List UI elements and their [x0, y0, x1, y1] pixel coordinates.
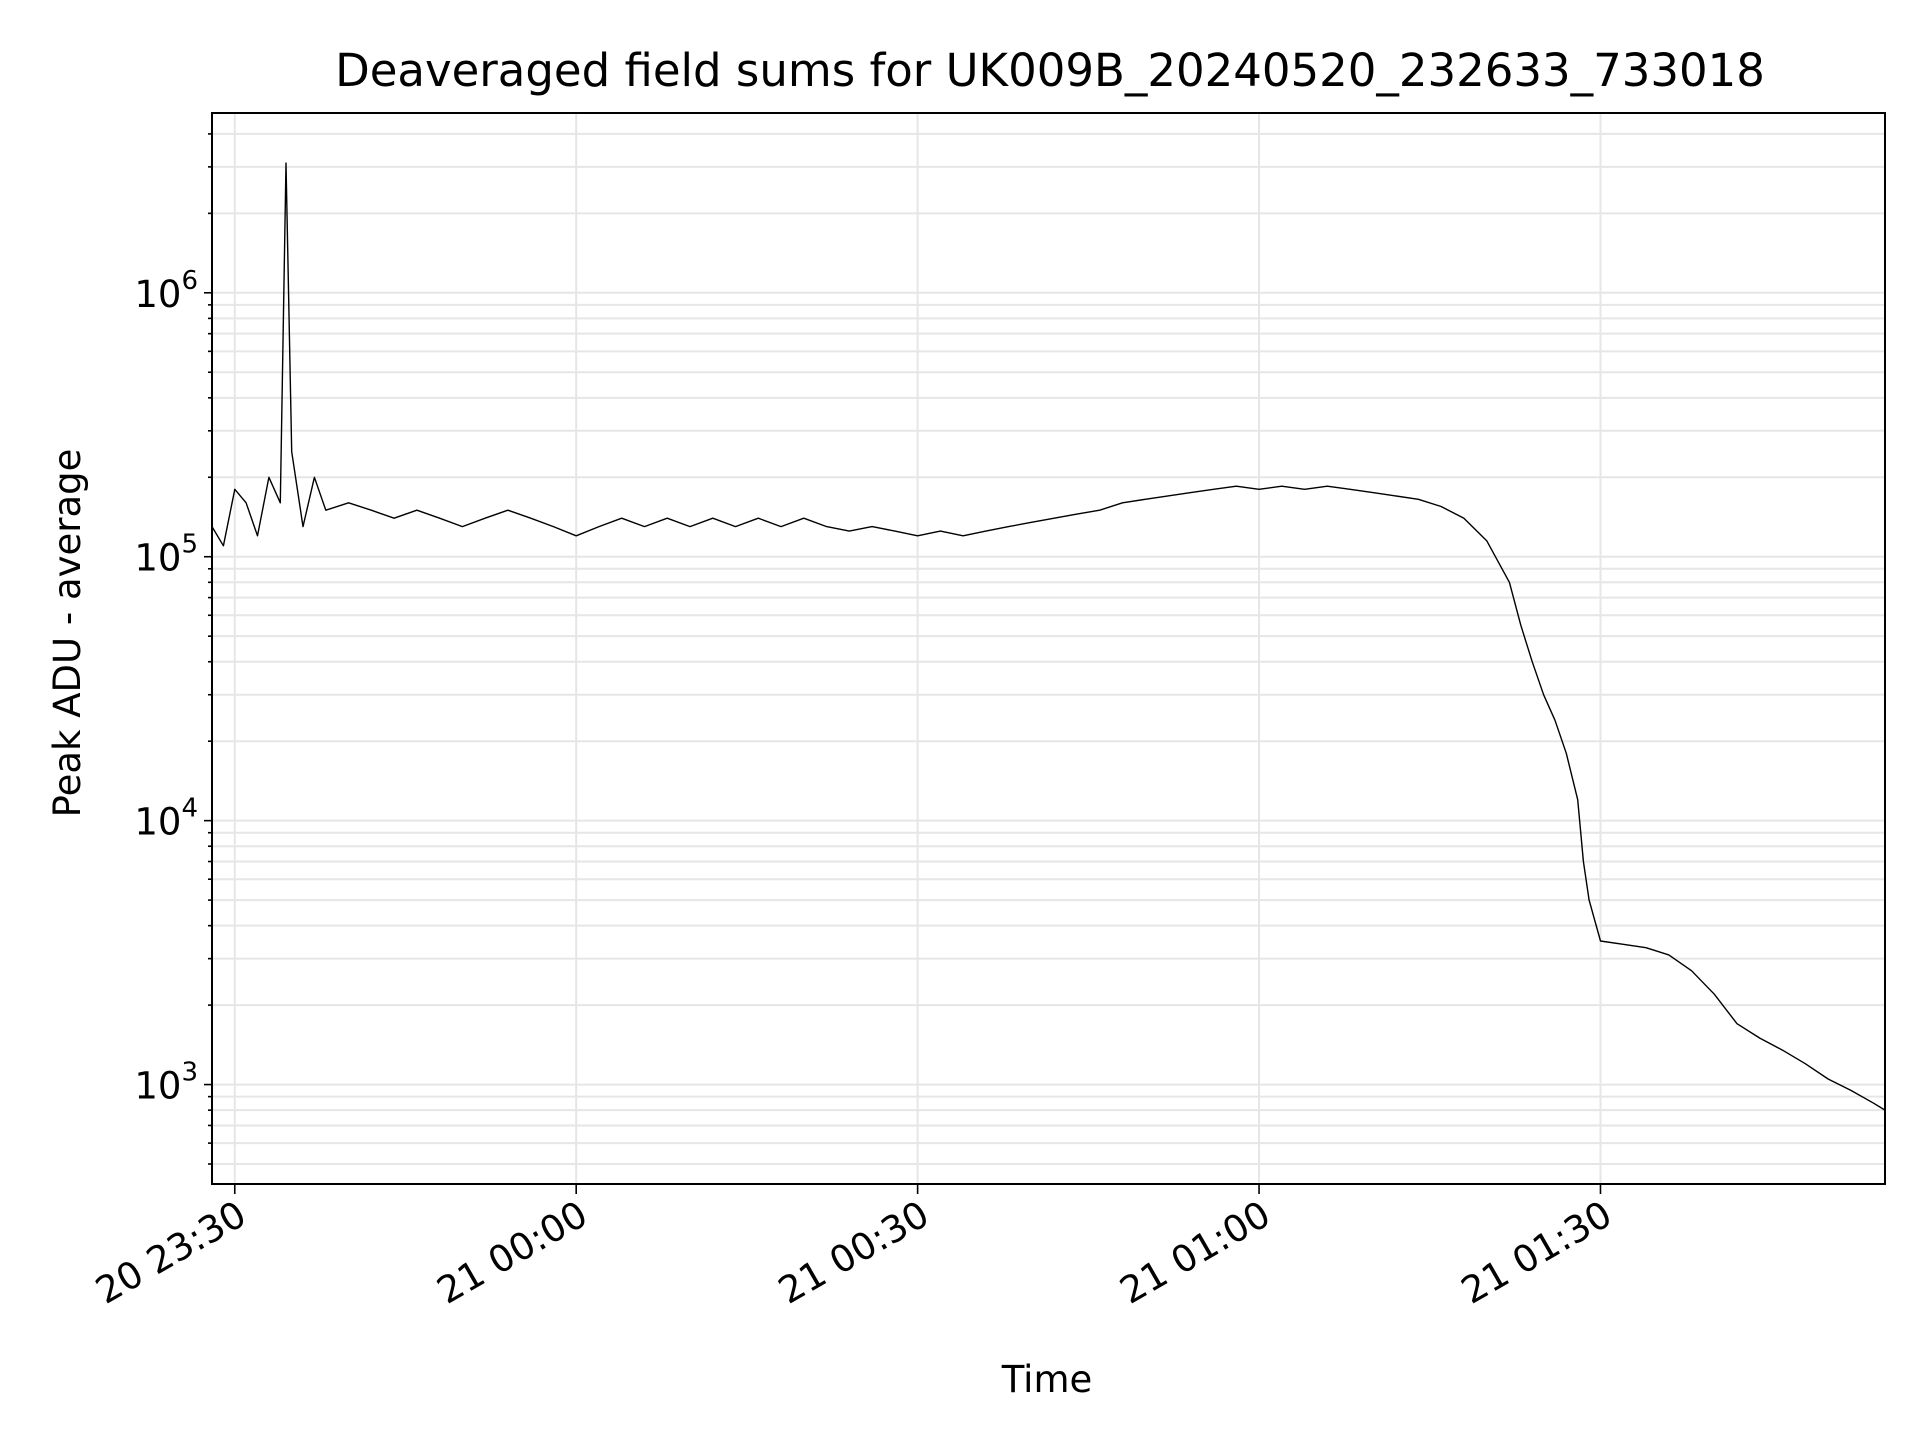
y-tick-label-exponent: 3 — [181, 1058, 198, 1088]
y-axis-label: Peak ADU - average — [46, 449, 89, 818]
y-tick-label-exponent: 5 — [181, 530, 198, 560]
series-line — [211, 162, 1886, 1111]
y-tick-label-exponent: 4 — [181, 794, 198, 824]
x-axis-label: Time — [1001, 1358, 1093, 1401]
y-tick-label-base: 10 — [134, 801, 181, 844]
y-tick-label-base: 10 — [134, 537, 181, 580]
y-tick-label: 104 — [134, 794, 198, 844]
axes-frame — [211, 112, 1886, 1185]
y-tick-label: 105 — [134, 530, 198, 580]
chart-title: Deaveraged field sums for UK009B_2024052… — [335, 44, 1765, 97]
plot-area — [211, 162, 1886, 1111]
y-tick-label-base: 10 — [134, 273, 181, 316]
y-tick-label: 106 — [134, 266, 198, 316]
y-tick-label-base: 10 — [134, 1065, 181, 1108]
grid — [212, 113, 1885, 1184]
y-tick-label: 103 — [134, 1058, 198, 1108]
y-tick-label-exponent: 6 — [181, 266, 198, 296]
